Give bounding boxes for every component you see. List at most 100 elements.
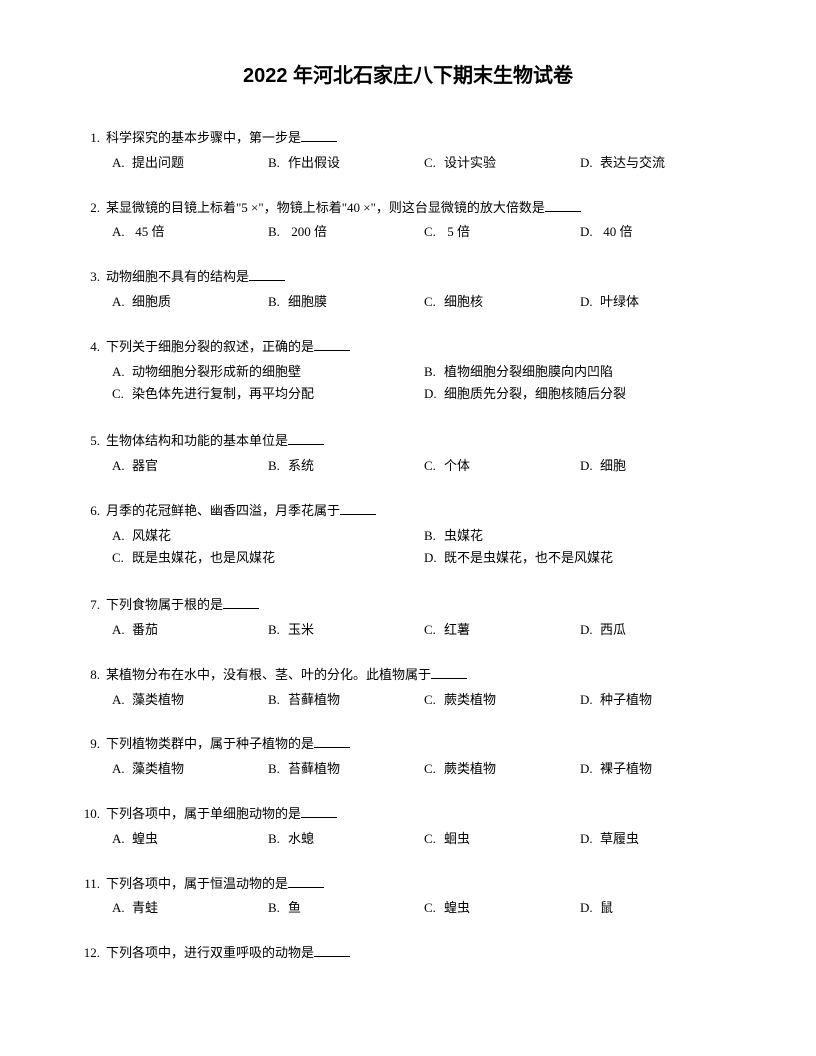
option: A.蝗虫 xyxy=(112,829,268,850)
option-text: 草履虫 xyxy=(600,831,639,846)
question-stem: 下列各项中，属于单细胞动物的是 xyxy=(106,804,736,825)
question-stem-text: 下列各项中，属于恒温动物的是 xyxy=(106,876,288,891)
answer-blank xyxy=(314,956,350,957)
question: 7.下列食物属于根的是A.番茄B.玉米C.红薯D.西瓜 xyxy=(80,595,736,641)
question-stem: 月季的花冠鲜艳、幽香四溢，月季花属于 xyxy=(106,501,736,522)
question-stem-text: 下列植物类群中，属于种子植物的是 xyxy=(106,736,314,751)
option: C.既是虫媒花，也是风媒花 xyxy=(112,548,424,569)
question-stem: 下列各项中，进行双重呼吸的动物是 xyxy=(106,943,736,964)
question-options: A.器官B.系统C.个体D.细胞 xyxy=(112,456,736,477)
option-label: C. xyxy=(112,548,132,569)
answer-blank xyxy=(249,280,285,281)
option-label: C. xyxy=(424,898,444,919)
option-text: 细胞 xyxy=(600,458,626,473)
option: A.番茄 xyxy=(112,620,268,641)
option: A.器官 xyxy=(112,456,268,477)
option: C.个体 xyxy=(424,456,580,477)
question: 12.下列各项中，进行双重呼吸的动物是 xyxy=(80,943,736,964)
option-text: 苔藓植物 xyxy=(288,692,340,707)
option-text: 藻类植物 xyxy=(132,761,184,776)
option-label: B. xyxy=(268,620,288,641)
question-number: 11. xyxy=(80,874,106,895)
question-options: A.藻类植物B.苔藓植物C.蕨类植物D.裸子植物 xyxy=(112,759,736,780)
question-number: 4. xyxy=(80,337,106,358)
option: C.蕨类植物 xyxy=(424,759,580,780)
answer-blank xyxy=(301,817,337,818)
answer-blank xyxy=(301,141,337,142)
option-label: D. xyxy=(580,759,600,780)
option: A.动物细胞分裂形成新的细胞壁 xyxy=(112,362,424,383)
option-text: 叶绿体 xyxy=(600,294,639,309)
question-number: 6. xyxy=(80,501,106,522)
option: D. 40 倍 xyxy=(580,222,736,243)
option-label: B. xyxy=(268,690,288,711)
option-label: D. xyxy=(580,690,600,711)
option-text: 水螅 xyxy=(288,831,314,846)
option: B. 200 倍 xyxy=(268,222,424,243)
answer-blank xyxy=(314,350,350,351)
option-label: A. xyxy=(112,292,132,313)
option-label: A. xyxy=(112,898,132,919)
question-number: 12. xyxy=(80,943,106,964)
option-text: 个体 xyxy=(444,458,470,473)
answer-blank xyxy=(288,444,324,445)
option-label: A. xyxy=(112,829,132,850)
option-label: C. xyxy=(424,759,444,780)
option: C.设计实验 xyxy=(424,153,580,174)
option: C.蛔虫 xyxy=(424,829,580,850)
question-stem: 下列植物类群中，属于种子植物的是 xyxy=(106,734,736,755)
questions-list: 1.科学探究的基本步骤中，第一步是A.提出问题B.作出假设C.设计实验D.表达与… xyxy=(80,128,736,964)
question-stem-text: 生物体结构和功能的基本单位是 xyxy=(106,433,288,448)
option-text: 风媒花 xyxy=(132,528,171,543)
answer-blank xyxy=(340,514,376,515)
question-number: 10. xyxy=(80,804,106,825)
option-label: D. xyxy=(424,384,444,405)
option: D.草履虫 xyxy=(580,829,736,850)
option-label: A. xyxy=(112,759,132,780)
option-label: C. xyxy=(424,222,444,243)
option-text: 既不是虫媒花，也不是风媒花 xyxy=(444,550,613,565)
option: B.细胞膜 xyxy=(268,292,424,313)
option-label: C. xyxy=(424,456,444,477)
option-label: D. xyxy=(580,292,600,313)
option-text: 西瓜 xyxy=(600,622,626,637)
question-options: A. 45 倍B. 200 倍C. 5 倍D. 40 倍 xyxy=(112,222,736,243)
question-options: A.动物细胞分裂形成新的细胞壁B.植物细胞分裂细胞膜向内凹陷C.染色体先进行复制… xyxy=(112,362,736,408)
option: D.表达与交流 xyxy=(580,153,736,174)
option: A.细胞质 xyxy=(112,292,268,313)
question-stem-text: 下列各项中，进行双重呼吸的动物是 xyxy=(106,945,314,960)
option-text: 细胞核 xyxy=(444,294,483,309)
option-text: 45 倍 xyxy=(132,224,165,239)
answer-blank xyxy=(545,211,581,212)
option-label: D. xyxy=(580,898,600,919)
option: D.叶绿体 xyxy=(580,292,736,313)
option: B.鱼 xyxy=(268,898,424,919)
question-stem-text: 某植物分布在水中，没有根、茎、叶的分化。此植物属于 xyxy=(106,667,431,682)
option: B.水螅 xyxy=(268,829,424,850)
option-label: B. xyxy=(424,362,444,383)
option-text: 200 倍 xyxy=(288,224,327,239)
option: D.细胞 xyxy=(580,456,736,477)
option-text: 蝗虫 xyxy=(444,900,470,915)
option-text: 染色体先进行复制，再平均分配 xyxy=(132,386,314,401)
option-text: 40 倍 xyxy=(600,224,633,239)
answer-blank xyxy=(288,887,324,888)
option-label: D. xyxy=(580,620,600,641)
option: B.玉米 xyxy=(268,620,424,641)
question-header: 6.月季的花冠鲜艳、幽香四溢，月季花属于 xyxy=(80,501,736,522)
option-label: C. xyxy=(424,690,444,711)
option: C.染色体先进行复制，再平均分配 xyxy=(112,384,424,405)
question-options: A.藻类植物B.苔藓植物C.蕨类植物D.种子植物 xyxy=(112,690,736,711)
option-label: C. xyxy=(424,620,444,641)
question: 5.生物体结构和功能的基本单位是A.器官B.系统C.个体D.细胞 xyxy=(80,431,736,477)
option-text: 蝗虫 xyxy=(132,831,158,846)
option-label: B. xyxy=(268,292,288,313)
option-text: 鱼 xyxy=(288,900,301,915)
question-options: A.蝗虫B.水螅C.蛔虫D.草履虫 xyxy=(112,829,736,850)
option-text: 表达与交流 xyxy=(600,155,665,170)
question-header: 7.下列食物属于根的是 xyxy=(80,595,736,616)
option-text: 细胞质 xyxy=(132,294,171,309)
option-text: 细胞膜 xyxy=(288,294,327,309)
option-text: 作出假设 xyxy=(288,155,340,170)
option-label: B. xyxy=(268,829,288,850)
